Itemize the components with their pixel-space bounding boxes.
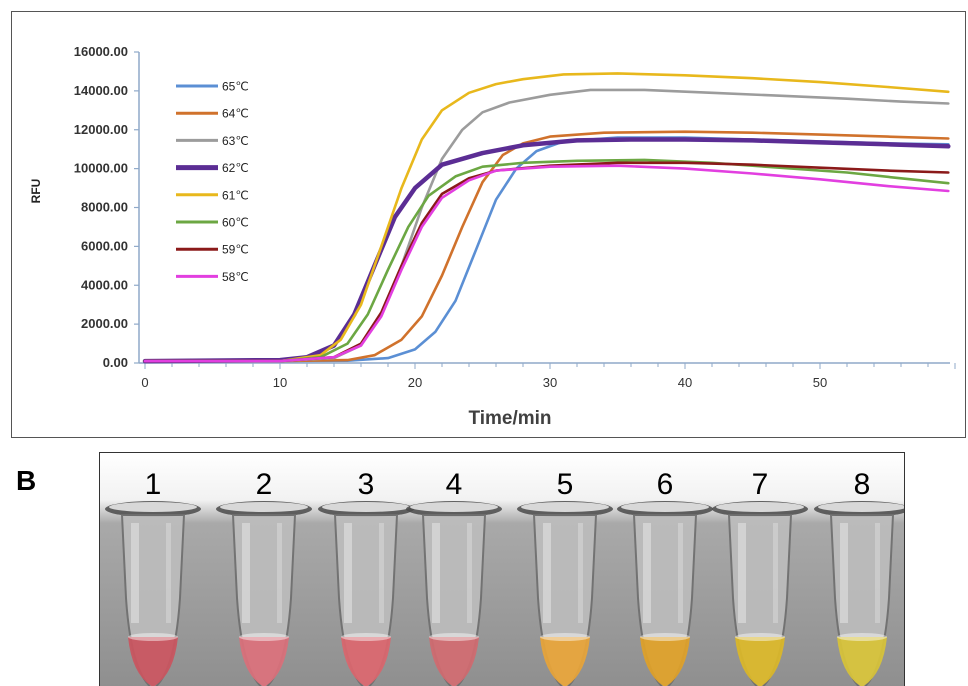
series-line-2: [143, 88, 950, 363]
tube-liquid-meniscus: [429, 633, 479, 641]
tube-liquid-meniscus: [239, 633, 289, 641]
tube-highlight: [344, 523, 352, 623]
tube-highlight: [242, 523, 250, 623]
tube-liquid-7: [735, 637, 785, 686]
tube-highlight: [678, 523, 683, 623]
tube-liquid-meniscus: [341, 633, 391, 641]
tube-highlight: [840, 523, 848, 623]
tube-number-3: 3: [358, 468, 375, 501]
tube-highlight: [543, 523, 551, 623]
y-tick-label: 10000.00: [74, 161, 128, 176]
tube-liquid-1: [128, 637, 178, 686]
series-line-1: [143, 130, 950, 363]
series-line-7: [143, 164, 950, 363]
rfu-line-chart: 0.00 2000.00 4000.00 6000.00 8000.00 10000.00…: [29, 44, 956, 429]
tube-liquid-meniscus: [640, 633, 690, 641]
tube-highlight: [467, 523, 472, 623]
legend-label-6: 59℃: [222, 243, 249, 257]
tube-number-6: 6: [657, 468, 674, 501]
y-tick-label: 4000.00: [81, 277, 128, 292]
legend-label-2: 63℃: [222, 134, 249, 148]
tube-cap-rim: [410, 502, 498, 512]
tube-cap-rim: [818, 502, 904, 512]
tube-liquid-8: [837, 637, 887, 686]
tube-cap-rim: [716, 502, 804, 512]
tube-highlight: [432, 523, 440, 623]
y-tick-label: 6000.00: [81, 238, 128, 253]
x-axis-title: Time/min: [468, 408, 551, 429]
legend-label-0: 65℃: [222, 80, 249, 94]
series-line-6: [143, 161, 950, 363]
tube-liquid-2: [239, 637, 289, 686]
tube-number-8: 8: [854, 468, 871, 501]
tube-highlight: [875, 523, 880, 623]
x-tick-label: 20: [408, 375, 422, 390]
y-tick-label: 14000.00: [74, 83, 128, 98]
x-tick-label: 0: [141, 375, 148, 390]
tube-number-5: 5: [557, 468, 574, 501]
legend-label-1: 64℃: [222, 107, 249, 121]
y-tick-label: 16000.00: [74, 44, 128, 59]
tube-liquid-meniscus: [128, 633, 178, 641]
tube-highlight: [166, 523, 171, 623]
tube-photo: 1 2 3 4 5 6 7 8: [100, 453, 904, 686]
tube-liquid-4: [429, 637, 479, 686]
x-tick-label: 50: [813, 375, 827, 390]
tube-highlight: [773, 523, 778, 623]
tube-liquid-3: [341, 637, 391, 686]
tube-liquid-meniscus: [735, 633, 785, 641]
y-tick-label: 8000.00: [81, 200, 128, 215]
x-tick-label: 30: [543, 375, 557, 390]
tube-cap-rim: [322, 502, 410, 512]
tube-cap-rim: [521, 502, 609, 512]
y-tick-label: 12000.00: [74, 122, 128, 137]
tube-highlight: [578, 523, 583, 623]
x-tick-label: 40: [678, 375, 692, 390]
series-line-5: [143, 158, 950, 363]
tube-number-7: 7: [752, 468, 769, 501]
tube-liquid-meniscus: [540, 633, 590, 641]
panel-label-b: B: [16, 465, 37, 496]
y-tick-label: 2000.00: [81, 316, 128, 331]
legend-label-4: 61℃: [222, 188, 249, 202]
tube-highlight: [379, 523, 384, 623]
tube-cap-rim: [220, 502, 308, 512]
tube-liquid-6: [640, 637, 690, 686]
tube-cap-rim: [621, 502, 709, 512]
tube-cap-rim: [109, 502, 197, 512]
x-tick-label: 10: [273, 375, 287, 390]
tube-number-2: 2: [256, 468, 273, 501]
series-line-3: [142, 137, 951, 364]
y-axis-title: RFU: [29, 179, 43, 204]
y-tick-label: 0.00: [103, 355, 128, 370]
tube-number-1: 1: [145, 468, 162, 501]
tube-highlight: [738, 523, 746, 623]
tube-highlight: [131, 523, 139, 623]
legend-label-3: 62℃: [222, 161, 249, 175]
tube-liquid-meniscus: [837, 633, 887, 641]
tube-highlight: [643, 523, 651, 623]
legend-label-5: 60℃: [222, 216, 249, 230]
tube-liquid-5: [540, 637, 590, 686]
tube-highlight: [277, 523, 282, 623]
legend-label-7: 58℃: [222, 270, 249, 284]
series-line-4: [143, 72, 950, 363]
tube-number-4: 4: [446, 468, 463, 501]
photo-panel-b: 1 2 3 4 5 6 7 8: [99, 452, 905, 686]
